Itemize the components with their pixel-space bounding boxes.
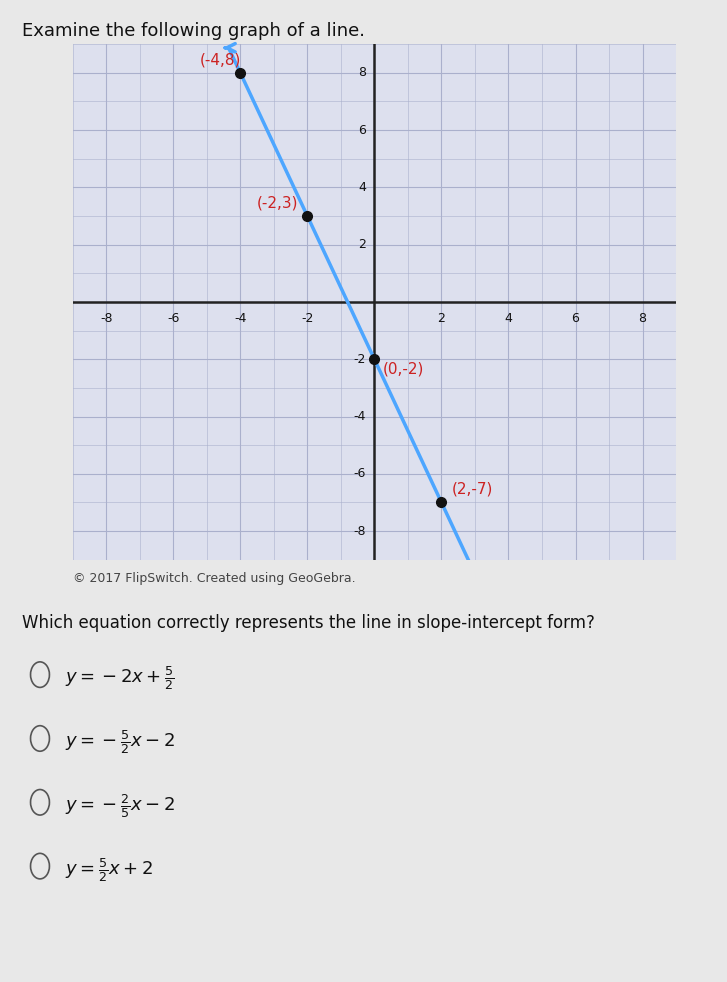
Text: 2: 2 xyxy=(358,239,366,251)
Text: -8: -8 xyxy=(353,524,366,537)
Text: (0,-2): (0,-2) xyxy=(383,361,424,376)
Text: -4: -4 xyxy=(353,410,366,423)
Text: (-4,8): (-4,8) xyxy=(200,52,241,67)
Text: -8: -8 xyxy=(100,312,113,325)
Text: 2: 2 xyxy=(438,312,446,325)
Text: 6: 6 xyxy=(358,124,366,136)
Text: -6: -6 xyxy=(167,312,180,325)
Text: -2: -2 xyxy=(353,353,366,365)
Text: -4: -4 xyxy=(234,312,246,325)
Text: $y = \frac{5}{2}x + 2$: $y = \frac{5}{2}x + 2$ xyxy=(65,856,153,884)
Text: -6: -6 xyxy=(353,467,366,480)
Text: 8: 8 xyxy=(358,67,366,80)
Text: (2,-7): (2,-7) xyxy=(451,482,493,497)
Text: (-2,3): (-2,3) xyxy=(257,195,299,210)
Text: $y = -\frac{5}{2}x - 2$: $y = -\frac{5}{2}x - 2$ xyxy=(65,729,175,756)
Text: 4: 4 xyxy=(505,312,513,325)
Text: 6: 6 xyxy=(571,312,579,325)
Text: $y = -2x + \frac{5}{2}$: $y = -2x + \frac{5}{2}$ xyxy=(65,665,175,692)
Text: 4: 4 xyxy=(358,181,366,193)
Text: $y = -\frac{2}{5}x - 2$: $y = -\frac{2}{5}x - 2$ xyxy=(65,792,175,820)
Text: Examine the following graph of a line.: Examine the following graph of a line. xyxy=(22,22,365,39)
Text: -2: -2 xyxy=(301,312,313,325)
Text: Which equation correctly represents the line in slope-intercept form?: Which equation correctly represents the … xyxy=(22,614,595,631)
Text: 8: 8 xyxy=(638,312,646,325)
Text: © 2017 FlipSwitch. Created using GeoGebra.: © 2017 FlipSwitch. Created using GeoGebr… xyxy=(73,572,356,584)
